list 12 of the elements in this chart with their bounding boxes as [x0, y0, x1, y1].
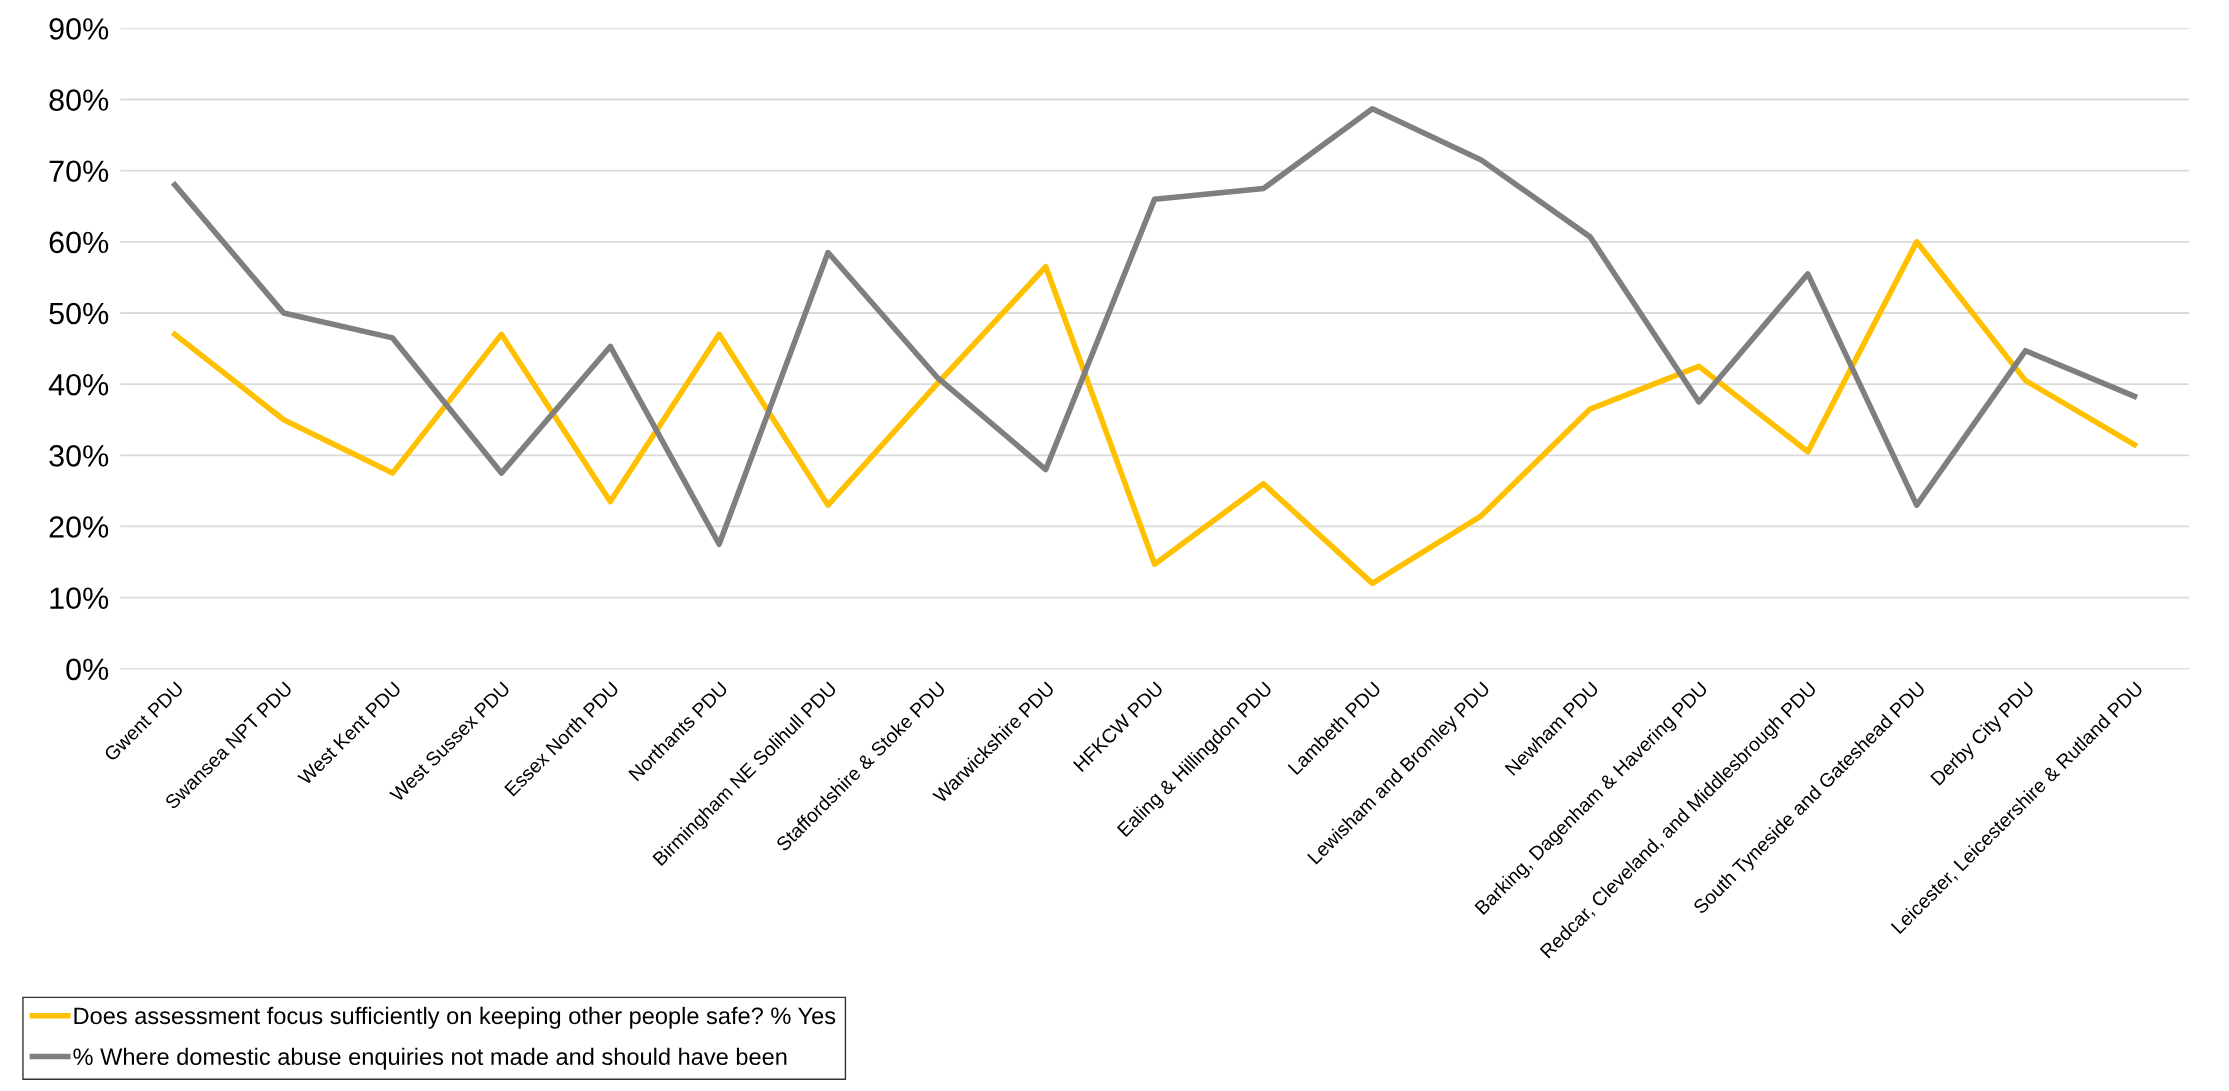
y-tick-label: 70%	[49, 160, 109, 183]
y-tick-label: 60%	[49, 231, 109, 254]
y-tick-label: 10%	[50, 587, 109, 609]
y-tick-label: 30%	[49, 445, 109, 467]
legend-label: Does assessment focus sufficiently on keeping other people safe? % Yes	[74, 1006, 836, 1029]
y-tick-label: 80%	[49, 89, 109, 111]
y-tick-label: 90%	[49, 18, 109, 40]
legend-label: % Where domestic abuse enquiries not made and should have been	[73, 1047, 787, 1070]
y-tick-label: 50%	[49, 302, 109, 325]
y-tick-label: 0%	[66, 658, 109, 681]
y-tick-label: 40%	[48, 373, 109, 396]
y-tick-label: 20%	[49, 516, 109, 538]
